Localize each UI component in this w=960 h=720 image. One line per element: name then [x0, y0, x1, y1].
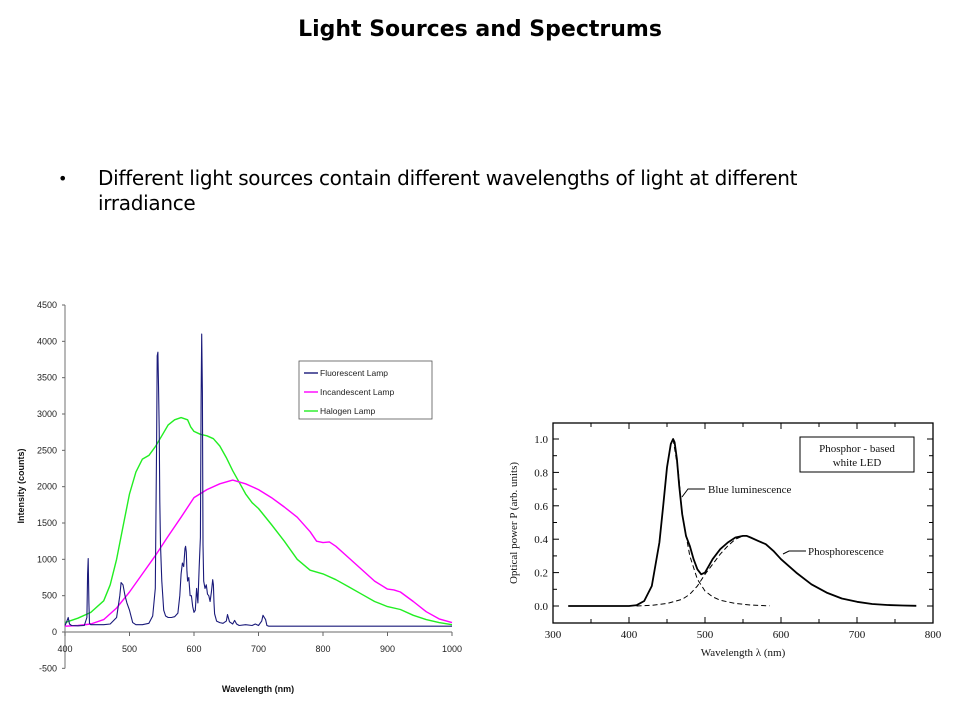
right-axes: 300 400 500 600 700 800 0.0 0.2 0.4 0.6 0.8 1.0 [534, 422, 942, 641]
right-y-tick-label: 0.6 [534, 501, 548, 513]
left-series [64, 333, 453, 627]
blue-luminescence-label: Blue luminescence [708, 484, 792, 496]
left-x-tick-label: 400 [57, 644, 72, 654]
legend-label: Incandescent Lamp [320, 387, 394, 397]
left-x-tick-label: 800 [315, 644, 330, 654]
bullet-text: Different light sources contain differen… [98, 166, 798, 215]
blue-luminescence-leader [681, 488, 705, 498]
right-x-tick-label: 300 [545, 629, 562, 641]
right-x-axis-label: Wavelength λ (nm) [701, 647, 786, 659]
right-chart-title-box [799, 436, 915, 473]
right-y-tick-label: 1.0 [534, 434, 548, 446]
left-y-tick-label: 2500 [37, 445, 57, 455]
left-y-tick-label: 2000 [37, 482, 57, 492]
right-x-tick-label: 800 [925, 629, 942, 641]
lamp-spectrum-chart: -500 0 500 1000 1500 2000 2500 3000 3500 4000 4500… [16, 300, 462, 694]
series-halogen-lamp [64, 416, 453, 626]
right-annotations: Phosphor - based white LED Blue luminescen… [681, 436, 915, 558]
series-total-spectrum [568, 438, 917, 607]
right-chart-title-line: white LED [833, 457, 882, 469]
right-y-tick-label: 0.2 [534, 568, 548, 580]
left-x-tick-label: 900 [380, 644, 395, 654]
right-y-tick-label: 0.4 [534, 534, 548, 546]
left-y-tick-label: -500 [39, 663, 57, 673]
bullet-marker: • [58, 169, 68, 188]
left-legend: Fluorescent Lamp Incandescent Lamp Halogen… [298, 360, 433, 420]
series-fluorescent-lamp [64, 333, 452, 627]
left-y-tick-label: 3000 [37, 409, 57, 419]
left-x-tick-label: 1000 [442, 644, 462, 654]
left-y-tick-label: 3500 [37, 373, 57, 383]
legend-label: Fluorescent Lamp [320, 368, 388, 378]
right-plot-frame [552, 422, 934, 624]
left-y-tick-label: 1500 [37, 518, 57, 528]
right-y-tick-label: 0.8 [534, 467, 548, 479]
left-y-tick-label: 4000 [37, 336, 57, 346]
right-y-axis-label: Optical power P (arb. units) [508, 462, 520, 584]
right-y-tick-label: 0.0 [534, 601, 548, 613]
left-axes: -500 0 500 1000 1500 2000 2500 3000 3500 4000 4500… [37, 300, 462, 673]
right-x-tick-label: 600 [773, 629, 790, 641]
right-series [568, 438, 917, 607]
slide-title: Light Sources and Spectrums [298, 17, 662, 42]
left-legend-box [298, 360, 433, 420]
left-y-axis-label: Intensity (counts) [16, 448, 26, 523]
left-x-tick-label: 700 [251, 644, 266, 654]
series-phosphorescence-dashed [636, 535, 744, 607]
right-x-tick-label: 400 [621, 629, 638, 641]
series-incandescent-lamp [64, 479, 453, 627]
left-x-tick-label: 600 [186, 644, 201, 654]
legend-label: Halogen Lamp [320, 406, 376, 416]
left-x-axis-label: Wavelength (nm) [222, 684, 294, 694]
left-y-tick-label: 1000 [37, 554, 57, 564]
right-x-tick-label: 700 [849, 629, 866, 641]
phosphorescence-label: Phosphorescence [808, 546, 884, 558]
left-y-tick-label: 500 [42, 591, 57, 601]
series-blue-luminescence-dashed [672, 438, 770, 607]
right-chart-title-line: Phosphor - based [819, 443, 895, 455]
left-y-tick-label: 0 [52, 627, 57, 637]
left-x-tick-label: 500 [122, 644, 137, 654]
phosphorescence-leader [782, 550, 806, 555]
right-x-tick-label: 500 [697, 629, 714, 641]
left-y-tick-label: 4500 [37, 300, 57, 310]
